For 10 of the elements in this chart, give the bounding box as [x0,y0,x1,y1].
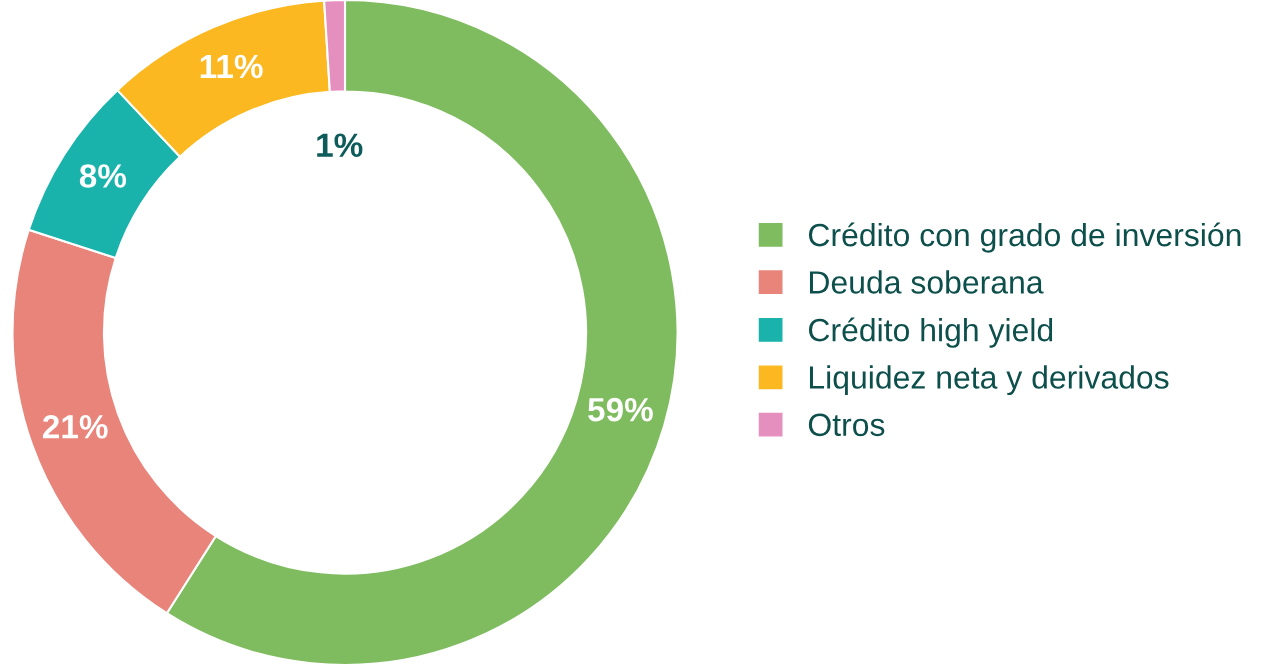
legend-label: Crédito high yield [808,317,1053,348]
legend-label: Liquidez neta y derivados [809,365,1169,396]
data-label: 8% [79,164,127,188]
data-label: 59% [588,397,653,422]
legend-label: Otros [808,413,885,437]
data-label: 1% [317,133,363,157]
data-label: 11% [200,54,263,79]
legend-label: Deuda soberana [809,270,1044,294]
legend-label: Crédito con grado de inversión [808,222,1241,253]
data-label: 21% [42,414,108,439]
